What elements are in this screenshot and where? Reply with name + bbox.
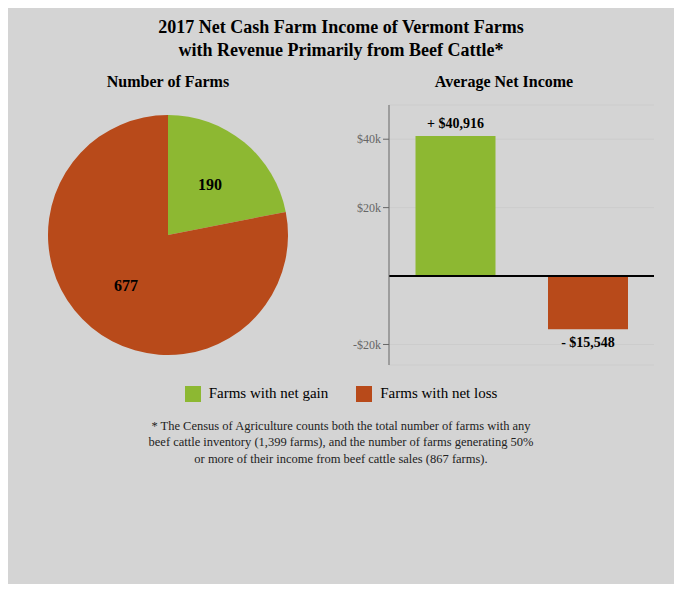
svg-text:190: 190 (198, 176, 222, 193)
svg-text:677: 677 (114, 277, 138, 294)
html-text:2017 Net Cash Farm Income of V: 2017 Net Cash Farm Income of Vermont Far… (158, 17, 524, 60)
html-text:Average Net Income: Average Net Income (434, 73, 574, 90)
html-text:Number of Farms: Number of Farms (106, 73, 230, 90)
html-text:* The Census of Agriculture co: * The Census of Agriculture counts both … (148, 419, 534, 466)
html-text:Farms with net gain: Farms with net gain (208, 385, 329, 401)
svg-text:$20k: $20k (357, 201, 381, 215)
svg-text:$40k: $40k (357, 132, 381, 146)
html-text:Farms with net loss: Farms with net loss (380, 385, 498, 401)
svg-text:- $15,548: - $15,548 (561, 335, 615, 350)
svg-text:-$20k: -$20k (353, 338, 381, 352)
svg-text:+ $40,916: + $40,916 (427, 116, 484, 131)
